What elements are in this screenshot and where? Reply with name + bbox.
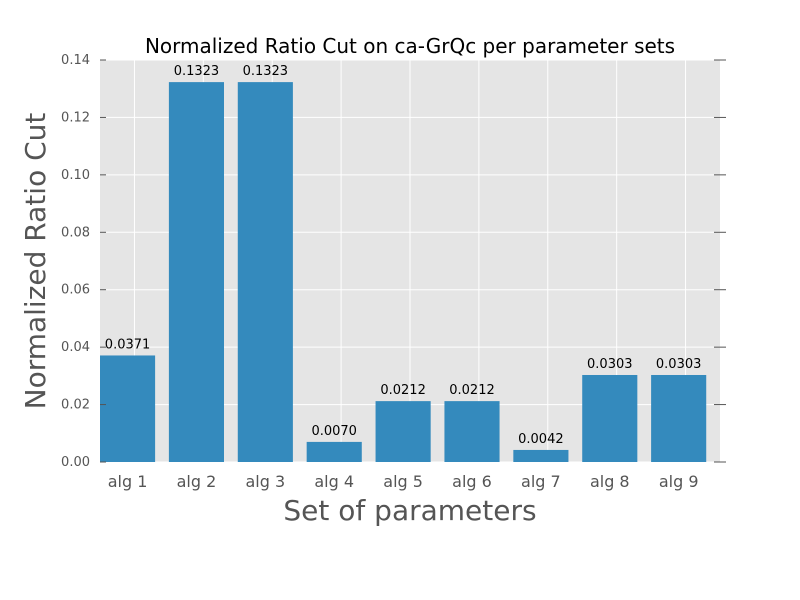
x-tick-label: alg 7: [521, 472, 561, 491]
x-tick-label: alg 3: [245, 472, 285, 491]
y-tick-label: 0.06: [61, 283, 90, 298]
bar-value-label-2: 0.1323: [174, 64, 220, 79]
value-labels: 0.0371 0.1323 0.1323 0.0070 0.0212 0.0212 0.00…: [105, 64, 702, 447]
y-tick-label: 0.02: [61, 398, 90, 413]
bar-7: [513, 449, 569, 462]
bars: [100, 82, 707, 463]
bar-3: [237, 82, 293, 463]
chart-title: Normalized Ratio Cut on ca-GrQc per para…: [145, 34, 675, 58]
bar-6: [444, 401, 500, 462]
y-tick-label: 0.12: [61, 110, 90, 125]
x-tick-label: alg 6: [452, 472, 492, 491]
bar-5: [375, 401, 431, 462]
bar-value-label-9: 0.0303: [656, 357, 702, 372]
bar-value-label-7: 0.0042: [518, 432, 564, 447]
bar-4: [306, 441, 362, 462]
bar-9: [651, 374, 707, 462]
y-tick-label: 0.08: [61, 225, 90, 240]
bar-1: [100, 355, 156, 462]
x-tick-label: alg 4: [314, 472, 354, 491]
x-tick-label: alg 8: [590, 472, 630, 491]
x-tick-label: alg 1: [108, 472, 148, 491]
bar-value-label-5: 0.0212: [380, 383, 426, 398]
y-tick-label: 0.10: [61, 168, 90, 183]
x-tick-label: alg 5: [383, 472, 423, 491]
x-axis-ticks: alg 1 alg 2 alg 3 alg 4 alg 5 alg 6 alg 7 alg 8…: [108, 472, 699, 491]
bar-value-label-8: 0.0303: [587, 357, 633, 372]
x-axis-label: Set of parameters: [283, 494, 536, 527]
bar-value-label-1: 0.0371: [105, 337, 151, 352]
y-tick-label: 0.04: [61, 340, 90, 355]
bar-2: [168, 82, 224, 463]
x-tick-label: alg 9: [659, 472, 699, 491]
x-tick-label: alg 2: [177, 472, 217, 491]
y-axis-ticks: 0.00 0.02 0.04 0.06 0.08 0.10 0.12 0.14: [61, 53, 726, 470]
y-tick-label: 0.14: [61, 53, 90, 68]
bar-value-label-3: 0.1323: [243, 64, 289, 79]
bar-value-label-4: 0.0070: [311, 424, 357, 439]
bar-8: [582, 374, 638, 462]
y-tick-label: 0.00: [61, 455, 90, 470]
y-axis-label: Normalized Ratio Cut: [19, 113, 52, 410]
bar-value-label-6: 0.0212: [449, 383, 495, 398]
